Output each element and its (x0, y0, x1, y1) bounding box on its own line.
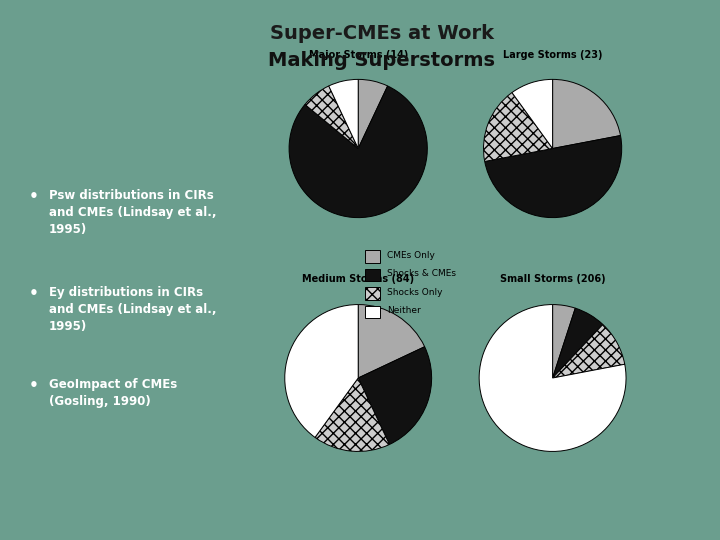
Text: GeoImpact of CMEs
(Gosling, 1990): GeoImpact of CMEs (Gosling, 1990) (49, 378, 177, 408)
Bar (365, 269, 380, 281)
Text: •: • (29, 378, 39, 393)
Title: Medium Storms (84): Medium Storms (84) (302, 274, 414, 284)
Text: Ey distributions in CIRs
and CMEs (Lindsay et al.,
1995): Ey distributions in CIRs and CMEs (Linds… (49, 286, 217, 333)
Wedge shape (552, 305, 575, 378)
Bar (365, 306, 380, 318)
Text: Psw distributions in CIRs
and CMEs (Lindsay et al.,
1995): Psw distributions in CIRs and CMEs (Lind… (49, 189, 217, 236)
Text: •: • (29, 286, 39, 301)
Wedge shape (289, 86, 427, 218)
Wedge shape (358, 79, 387, 148)
Wedge shape (484, 92, 553, 161)
Title: Small Storms (206): Small Storms (206) (500, 274, 606, 284)
Wedge shape (359, 347, 431, 444)
Text: Neither: Neither (387, 306, 420, 315)
Wedge shape (315, 378, 390, 451)
Text: •: • (29, 189, 39, 204)
Text: Making Superstorms: Making Superstorms (268, 51, 495, 70)
Bar (365, 287, 380, 300)
Wedge shape (552, 79, 621, 148)
Text: CMEs Only: CMEs Only (387, 251, 435, 260)
Wedge shape (553, 308, 603, 378)
Title: Large Storms (23): Large Storms (23) (503, 50, 603, 60)
Text: Super-CMEs at Work: Super-CMEs at Work (269, 24, 494, 43)
Wedge shape (512, 79, 553, 148)
Bar (365, 251, 380, 263)
Wedge shape (553, 325, 625, 378)
Wedge shape (358, 305, 425, 378)
Wedge shape (480, 305, 626, 451)
Wedge shape (285, 305, 359, 437)
Text: Shocks & CMEs: Shocks & CMEs (387, 269, 456, 278)
Wedge shape (485, 136, 621, 218)
Wedge shape (329, 79, 359, 148)
Title: Major Storms (14): Major Storms (14) (308, 50, 408, 60)
Text: Shocks Only: Shocks Only (387, 288, 442, 296)
Wedge shape (305, 86, 359, 148)
